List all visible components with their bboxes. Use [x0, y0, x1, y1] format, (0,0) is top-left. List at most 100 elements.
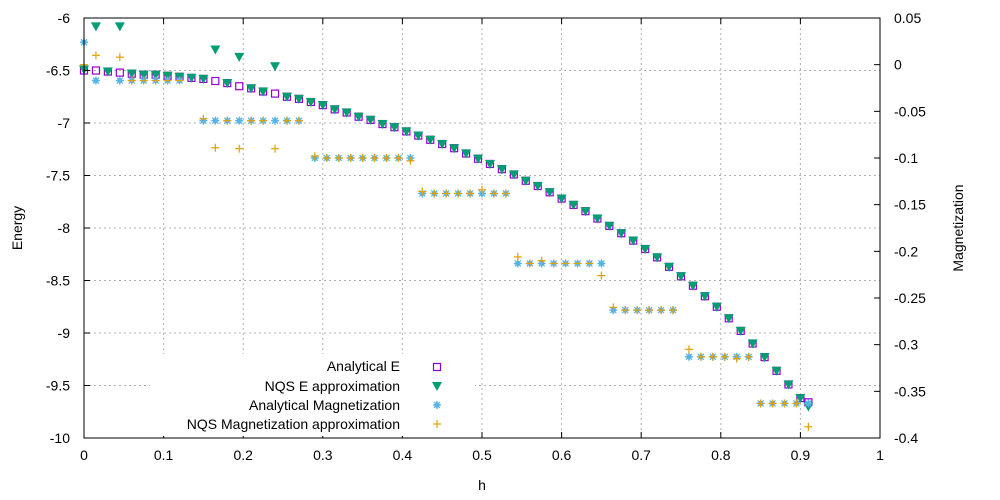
nqs-magnetization-point	[151, 76, 160, 85]
nqs-magnetization-point	[406, 156, 415, 165]
y2-tick-label: -0.1	[894, 150, 918, 166]
x-tick-label: 0.2	[233, 447, 253, 463]
nqs-e-point	[198, 74, 209, 84]
nqs-e-point	[771, 366, 782, 376]
nqs-e-point	[783, 380, 794, 390]
nqs-e-points	[79, 22, 814, 412]
legend: Analytical E NQS E approximation Analyti…	[150, 354, 475, 436]
nqs-e-point	[747, 339, 758, 349]
nqs-e-point	[699, 292, 710, 302]
nqs-e-point	[365, 115, 376, 125]
nqs-magnetization-point	[294, 116, 303, 125]
nqs-e-point	[246, 84, 257, 94]
y2-tick-label: 0.05	[894, 10, 921, 26]
nqs-magnetization-point	[597, 271, 606, 280]
nqs-magnetization-point	[418, 187, 427, 196]
y2-tick-label: -0.15	[894, 197, 926, 213]
y2-tick-label: -0.2	[894, 243, 918, 259]
nqs-magnetization-point	[585, 259, 594, 268]
nqs-magnetization-point	[621, 306, 630, 315]
nqs-e-point	[114, 22, 125, 32]
nqs-magnetization-point	[430, 189, 439, 198]
y-tick-label: -6.5	[46, 63, 70, 79]
nqs-magnetization-point	[382, 154, 391, 162]
nqs-e-point	[258, 87, 269, 97]
x-tick-label: 0.5	[472, 447, 492, 463]
x-tick-label: 0.9	[791, 447, 811, 463]
nqs-e-point	[90, 22, 101, 32]
nqs-magnetization-point	[478, 185, 486, 194]
nqs-magnetization-point	[370, 154, 379, 162]
nqs-e-point	[401, 127, 412, 137]
nqs-magnetization-point	[235, 144, 244, 153]
nqs-e-point	[664, 262, 675, 272]
nqs-magnetization-point	[684, 345, 693, 354]
nqs-e-point	[723, 314, 734, 324]
x-tick-label: 0	[80, 447, 88, 463]
nqs-e-point	[162, 71, 173, 81]
x-axis-title: h	[478, 477, 486, 493]
nqs-magnetization-point	[223, 116, 232, 125]
nqs-e-point	[222, 79, 233, 89]
nqs-e-point	[389, 123, 400, 133]
y2-axis-title: Magnetization	[950, 184, 966, 271]
nqs-magnetization-point	[633, 306, 642, 315]
nqs-magnetization-point	[259, 116, 268, 125]
nqs-e-point	[735, 326, 746, 336]
x-tick-label: 1	[876, 447, 884, 463]
nqs-e-point	[305, 98, 316, 107]
x-tick-label: 0.7	[631, 447, 651, 463]
nqs-e-point	[150, 70, 161, 80]
nqs-magnetization-point	[696, 352, 705, 361]
nqs-magnetization-point	[199, 114, 208, 123]
nqs-magnetization-point	[466, 189, 475, 198]
nqs-e-point	[711, 302, 722, 312]
nqs-e-point	[210, 45, 221, 55]
nqs-e-point	[795, 394, 806, 404]
nqs-e-point	[329, 105, 340, 115]
nqs-e-point	[652, 253, 663, 263]
nqs-magnetization-point	[732, 354, 741, 363]
nqs-magnetization-point	[127, 76, 136, 85]
nqs-magnetization-point	[549, 259, 558, 268]
x-tick-label: 0.6	[552, 447, 572, 463]
nqs-magnetization-point	[175, 76, 184, 85]
y-tick-label: -9.5	[46, 378, 70, 394]
nqs-magnetization-point	[645, 306, 654, 315]
nqs-e-point	[138, 70, 149, 80]
nqs-magnetization-points	[80, 51, 813, 431]
analytical-e-point	[235, 82, 244, 91]
data-marks	[79, 22, 814, 431]
analytical-magnetization-point	[235, 116, 244, 125]
legend-swatch-nqs-e	[432, 382, 442, 391]
nqs-magnetization-point	[573, 259, 582, 268]
nqs-e-point	[377, 120, 388, 130]
analytical-magnetization-point	[684, 352, 693, 361]
nqs-e-point	[568, 200, 579, 210]
legend-label-nqs-magnetization: NQS Magnetization approximation	[187, 416, 400, 432]
legend-swatch-analytical-magnetization	[433, 401, 441, 409]
legend-swatch-analytical-e	[432, 362, 442, 372]
nqs-magnetization-point	[442, 189, 451, 198]
nqs-e-point	[640, 245, 651, 254]
nqs-e-point	[425, 135, 436, 145]
analytical-e-point	[211, 76, 220, 86]
nqs-magnetization-point	[708, 352, 717, 361]
nqs-magnetization-point	[334, 154, 343, 162]
nqs-e-point	[604, 221, 615, 231]
nqs-e-point	[616, 229, 627, 239]
nqs-magnetization-point	[322, 154, 331, 162]
nqs-e-point	[676, 272, 686, 282]
analytical-magnetization-point	[804, 399, 813, 408]
x-tick-label: 0.1	[154, 447, 174, 463]
nqs-magnetization-point	[91, 51, 100, 60]
x-tick-label: 0.4	[393, 447, 413, 463]
nqs-e-point	[437, 140, 448, 149]
nqs-magnetization-point	[744, 352, 753, 361]
y-tick-label: -10	[50, 430, 70, 446]
nqs-e-point	[413, 131, 424, 141]
nqs-magnetization-point	[537, 256, 546, 265]
y-tick-label: -8.5	[46, 273, 70, 289]
nqs-magnetization-point	[115, 53, 124, 62]
nqs-e-point	[234, 52, 245, 62]
